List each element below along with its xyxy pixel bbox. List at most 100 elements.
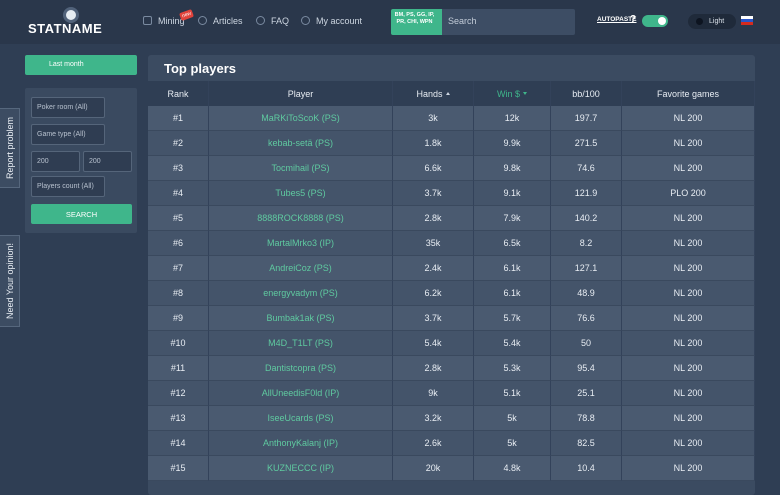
column-header[interactable]: Favorite games [622, 81, 755, 106]
table-cell: NL 200 [622, 231, 755, 256]
table-cell: 3.7k [393, 306, 474, 331]
table-cell: NL 200 [622, 206, 755, 231]
table-cell: #4 [148, 181, 209, 206]
table-cell: 1.8k [393, 131, 474, 156]
table-cell: 3k [393, 106, 474, 131]
player-cell[interactable]: Dantistcopra (PS) [209, 356, 393, 381]
table-cell: NL 200 [622, 406, 755, 431]
table-cell: NL 200 [622, 431, 755, 456]
player-cell[interactable]: IseeUcards (PS) [209, 406, 393, 431]
player-cell[interactable]: MartalMrko3 (IP) [209, 231, 393, 256]
side-tab[interactable]: Need Your opinion! [0, 235, 20, 327]
table-cell: 9.8k [474, 156, 551, 181]
table-cell: 10.4 [551, 456, 622, 481]
room-selector[interactable]: BM, PS, GG, IP, PR, CHI, WPN [391, 9, 442, 35]
column-header-label: Player [287, 88, 314, 99]
player-cell[interactable]: AllUneedisF0ld (IP) [209, 381, 393, 406]
period-dropdown[interactable]: Last month [25, 55, 137, 75]
logo[interactable]: STATNAME [28, 21, 103, 36]
table-cell: #8 [148, 281, 209, 306]
table-cell: 5.7k [474, 306, 551, 331]
nav-link[interactable]: My account [316, 16, 363, 26]
sort-icon [445, 92, 450, 95]
table-cell: 3.2k [393, 406, 474, 431]
table-cell: #5 [148, 206, 209, 231]
table-cell: NL 200 [622, 456, 755, 481]
table-cell: 2.6k [393, 431, 474, 456]
column-header[interactable]: Win $ [474, 81, 551, 106]
table-cell: 9.9k [474, 131, 551, 156]
table-cell: 9.1k [474, 181, 551, 206]
player-cell[interactable]: KUZNECCC (IP) [209, 456, 393, 481]
nav-icon [198, 16, 207, 25]
side-tab-label: Need Your opinion! [4, 242, 15, 320]
table-cell: NL 200 [622, 306, 755, 331]
table-cell: #15 [148, 456, 209, 481]
player-cell[interactable]: Tocmihail (PS) [209, 156, 393, 181]
table-cell: NL 200 [622, 106, 755, 131]
column-header[interactable]: Hands [393, 81, 474, 106]
table-cell: #1 [148, 106, 209, 131]
table-cell: #9 [148, 306, 209, 331]
nav-icon [256, 16, 265, 25]
game-type-input[interactable]: Game type (All) [31, 124, 105, 145]
table-cell: 7.9k [474, 206, 551, 231]
player-cell[interactable]: AnthonyKalanj (IP) [209, 431, 393, 456]
table-cell: 4.8k [474, 456, 551, 481]
search-input[interactable]: Search [442, 9, 575, 35]
help-icon[interactable]: ? [630, 14, 637, 25]
language-flag[interactable] [741, 16, 753, 25]
table-cell: #14 [148, 431, 209, 456]
table-cell: 5.4k [474, 331, 551, 356]
player-cell[interactable]: AndreiCoz (PS) [209, 256, 393, 281]
player-cell[interactable]: kebab-setä (PS) [209, 131, 393, 156]
poker-room-input[interactable]: Poker room (All) [31, 97, 105, 118]
table-cell: 95.4 [551, 356, 622, 381]
column-header-label: Win $ [496, 88, 520, 99]
logo-icon [63, 7, 79, 23]
side-tab[interactable]: Report problem [0, 108, 20, 188]
table-cell: 3.7k [393, 181, 474, 206]
table-cell: 82.5 [551, 431, 622, 456]
player-cell[interactable]: Tubes5 (PS) [209, 181, 393, 206]
player-cell[interactable]: 8888ROCK8888 (PS) [209, 206, 393, 231]
column-header-label: Favorite games [656, 88, 720, 99]
table-cell: 12k [474, 106, 551, 131]
search-button[interactable]: SEARCH [31, 204, 132, 224]
column-header[interactable]: bb/100 [551, 81, 622, 106]
players-count-input[interactable]: Players count (All) [31, 176, 105, 197]
min-input[interactable]: 200 [31, 151, 80, 172]
table-cell: 74.6 [551, 156, 622, 181]
nav-icon [301, 16, 310, 25]
column-header-label: bb/100 [572, 88, 600, 99]
table-cell: #3 [148, 156, 209, 181]
autopaste-label[interactable]: AUTOPASTE [597, 16, 637, 23]
table-cell: NL 200 [622, 356, 755, 381]
theme-label: Light [709, 18, 725, 25]
nav-icon [143, 16, 152, 25]
max-input[interactable]: 200 [83, 151, 132, 172]
player-cell[interactable]: MaRKiToScoK (PS) [209, 106, 393, 131]
theme-toggle[interactable]: Light [688, 14, 736, 29]
table-cell: 6.2k [393, 281, 474, 306]
nav-link[interactable]: Mining [158, 16, 185, 26]
player-cell[interactable]: Bumbak1ak (PS) [209, 306, 393, 331]
table-cell: 5k [474, 406, 551, 431]
table-cell: 76.6 [551, 306, 622, 331]
nav-link[interactable]: Articles [213, 16, 243, 26]
side-tab-label: Report problem [4, 116, 15, 180]
table-cell: #11 [148, 356, 209, 381]
table-title: Top players [164, 61, 237, 76]
table-cell: 8.2 [551, 231, 622, 256]
nav-link[interactable]: FAQ [271, 16, 290, 26]
player-cell[interactable]: energyvadym (PS) [209, 281, 393, 306]
table-cell: 20k [393, 456, 474, 481]
table-cell: #6 [148, 231, 209, 256]
player-cell[interactable]: M4D_T1LT (PS) [209, 331, 393, 356]
autopaste-toggle[interactable] [642, 15, 668, 27]
table-cell: NL 200 [622, 281, 755, 306]
table-cell: 6.1k [474, 281, 551, 306]
column-header-label: Hands [416, 88, 443, 99]
table-cell: 50 [551, 331, 622, 356]
